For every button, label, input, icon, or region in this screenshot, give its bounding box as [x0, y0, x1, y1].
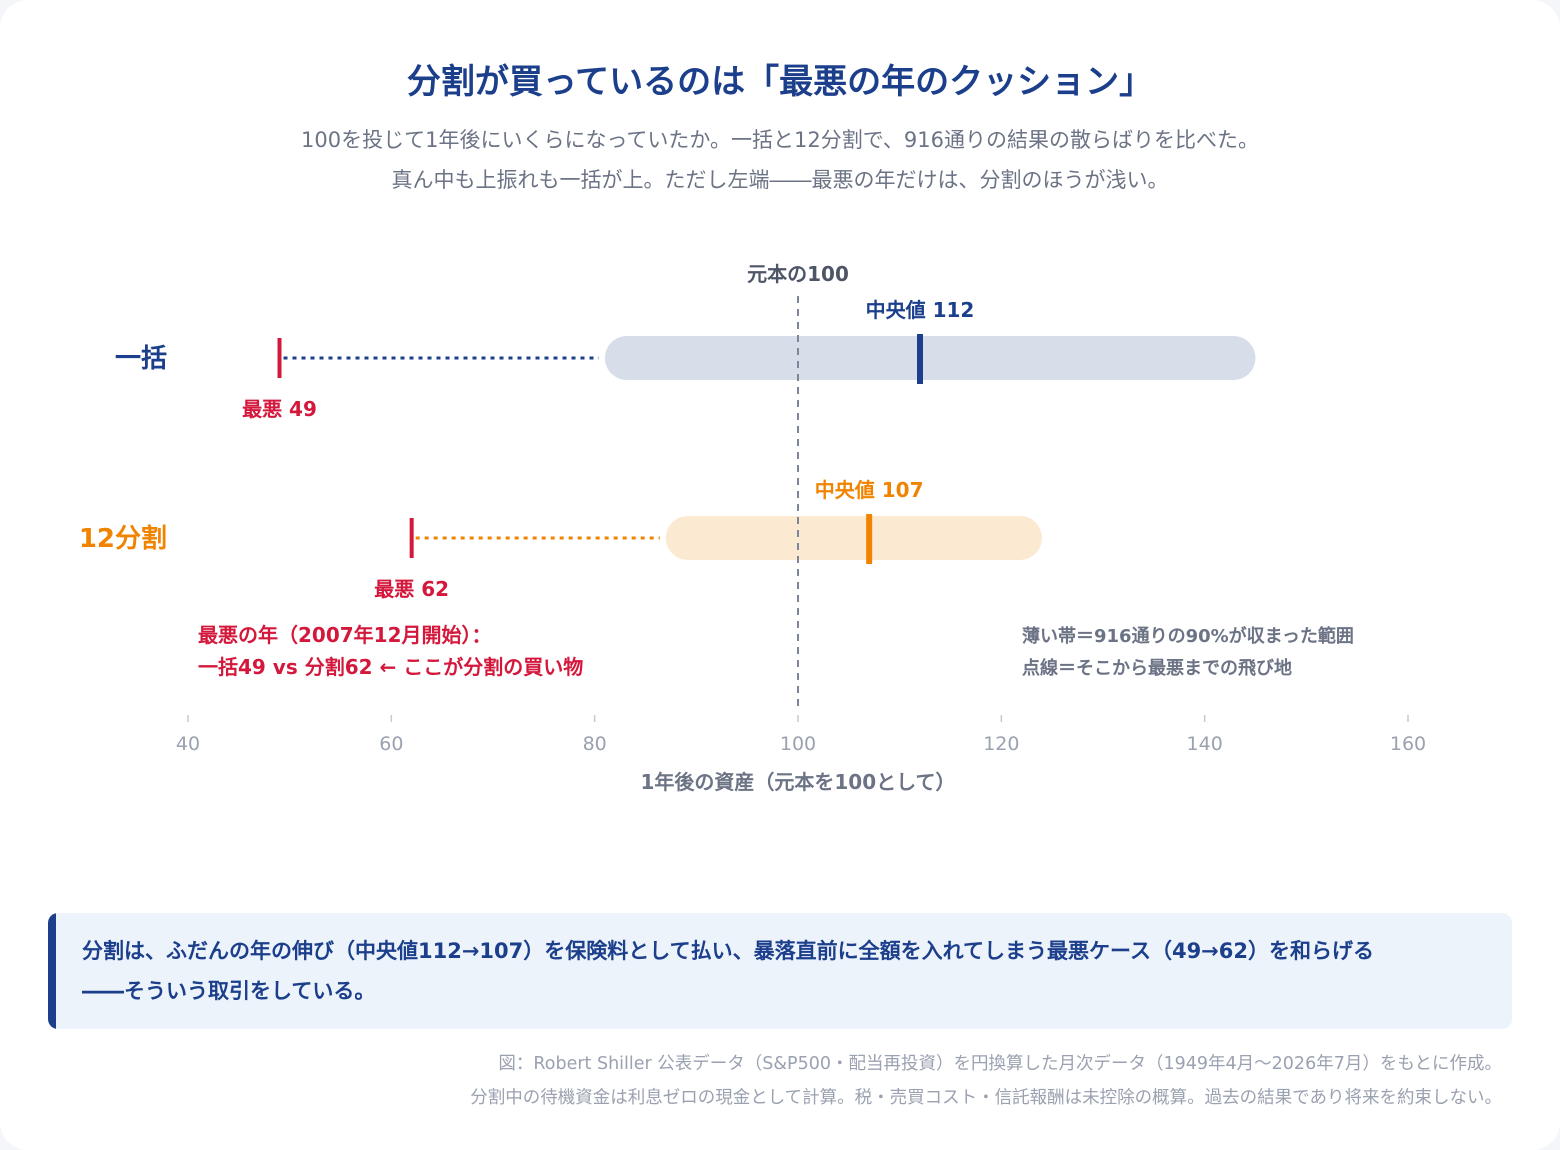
x-tick-label: 40 — [176, 733, 200, 755]
split-band — [665, 516, 1042, 560]
legend-note-dotted: 点線＝そこから最悪までの飛び地 — [1022, 657, 1292, 679]
split-worst-label: 最悪 62 — [374, 577, 449, 601]
split-series-label: 12分割 — [79, 523, 167, 554]
lump-band — [604, 336, 1256, 380]
x-tick-label: 80 — [583, 733, 607, 755]
series-lump: 一括 中央値 112 最悪 49 — [115, 298, 1256, 421]
chart-subtitle-line2: 真ん中も上振れも一括が上。ただし左端――最悪の年だけは、分割のほうが浅い。 — [391, 168, 1169, 192]
takeaway-accent-bar — [48, 913, 56, 1029]
worst-year-annotation-line2: 一括49 vs 分割62 ← ここが分割の買い物 — [198, 655, 583, 679]
x-axis: 40 60 80 100 120 140 160 — [176, 715, 1426, 755]
range-chart: 40 60 80 100 120 140 160 1年後の資産（元本を100として） 一括 … — [79, 262, 1426, 794]
x-tick-label: 120 — [983, 733, 1019, 755]
legend-note-band: 薄い帯＝916通りの90%が収まった範囲 — [1022, 625, 1354, 647]
lump-series-label: 一括 — [115, 344, 167, 374]
lump-worst-label: 最悪 49 — [242, 397, 317, 421]
chart-title: 分割が買っているのは「最悪の年のクッション」 — [406, 62, 1154, 102]
lump-median-label: 中央値 112 — [866, 298, 975, 322]
x-tick-label: 160 — [1390, 733, 1426, 755]
reference-label: 元本の100 — [747, 262, 849, 286]
worst-year-annotation-line1: 最悪の年（2007年12月開始）： — [198, 623, 492, 647]
takeaway-box: 分割は、ふだんの年の伸び（中央値112→107）を保険料として払い、暴落直前に全… — [48, 913, 1512, 1029]
x-axis-label: 1年後の資産（元本を100として） — [640, 770, 955, 794]
x-tick-label: 100 — [780, 733, 816, 755]
footnote-method: 分割中の待機資金は利息ゼロの現金として計算。税・売買コスト・信託報酬は未控除の概… — [470, 1088, 1502, 1108]
split-median-label: 中央値 107 — [815, 478, 924, 502]
x-tick-label: 140 — [1187, 733, 1223, 755]
takeaway-text: 分割は、ふだんの年の伸び（中央値112→107）を保険料として払い、暴落直前に全… — [82, 939, 1374, 1003]
chart-subtitle-line1: 100を投じて1年後にいくらになっていたか。一括と12分割で、916通りの結果の… — [301, 128, 1259, 152]
footnote-source: 図：Robert Shiller 公表データ（S&P500・配当再投資）を円換算… — [498, 1054, 1502, 1074]
series-split: 12分割 中央値 107 最悪 62 — [79, 478, 1042, 601]
x-tick-label: 60 — [379, 733, 403, 755]
